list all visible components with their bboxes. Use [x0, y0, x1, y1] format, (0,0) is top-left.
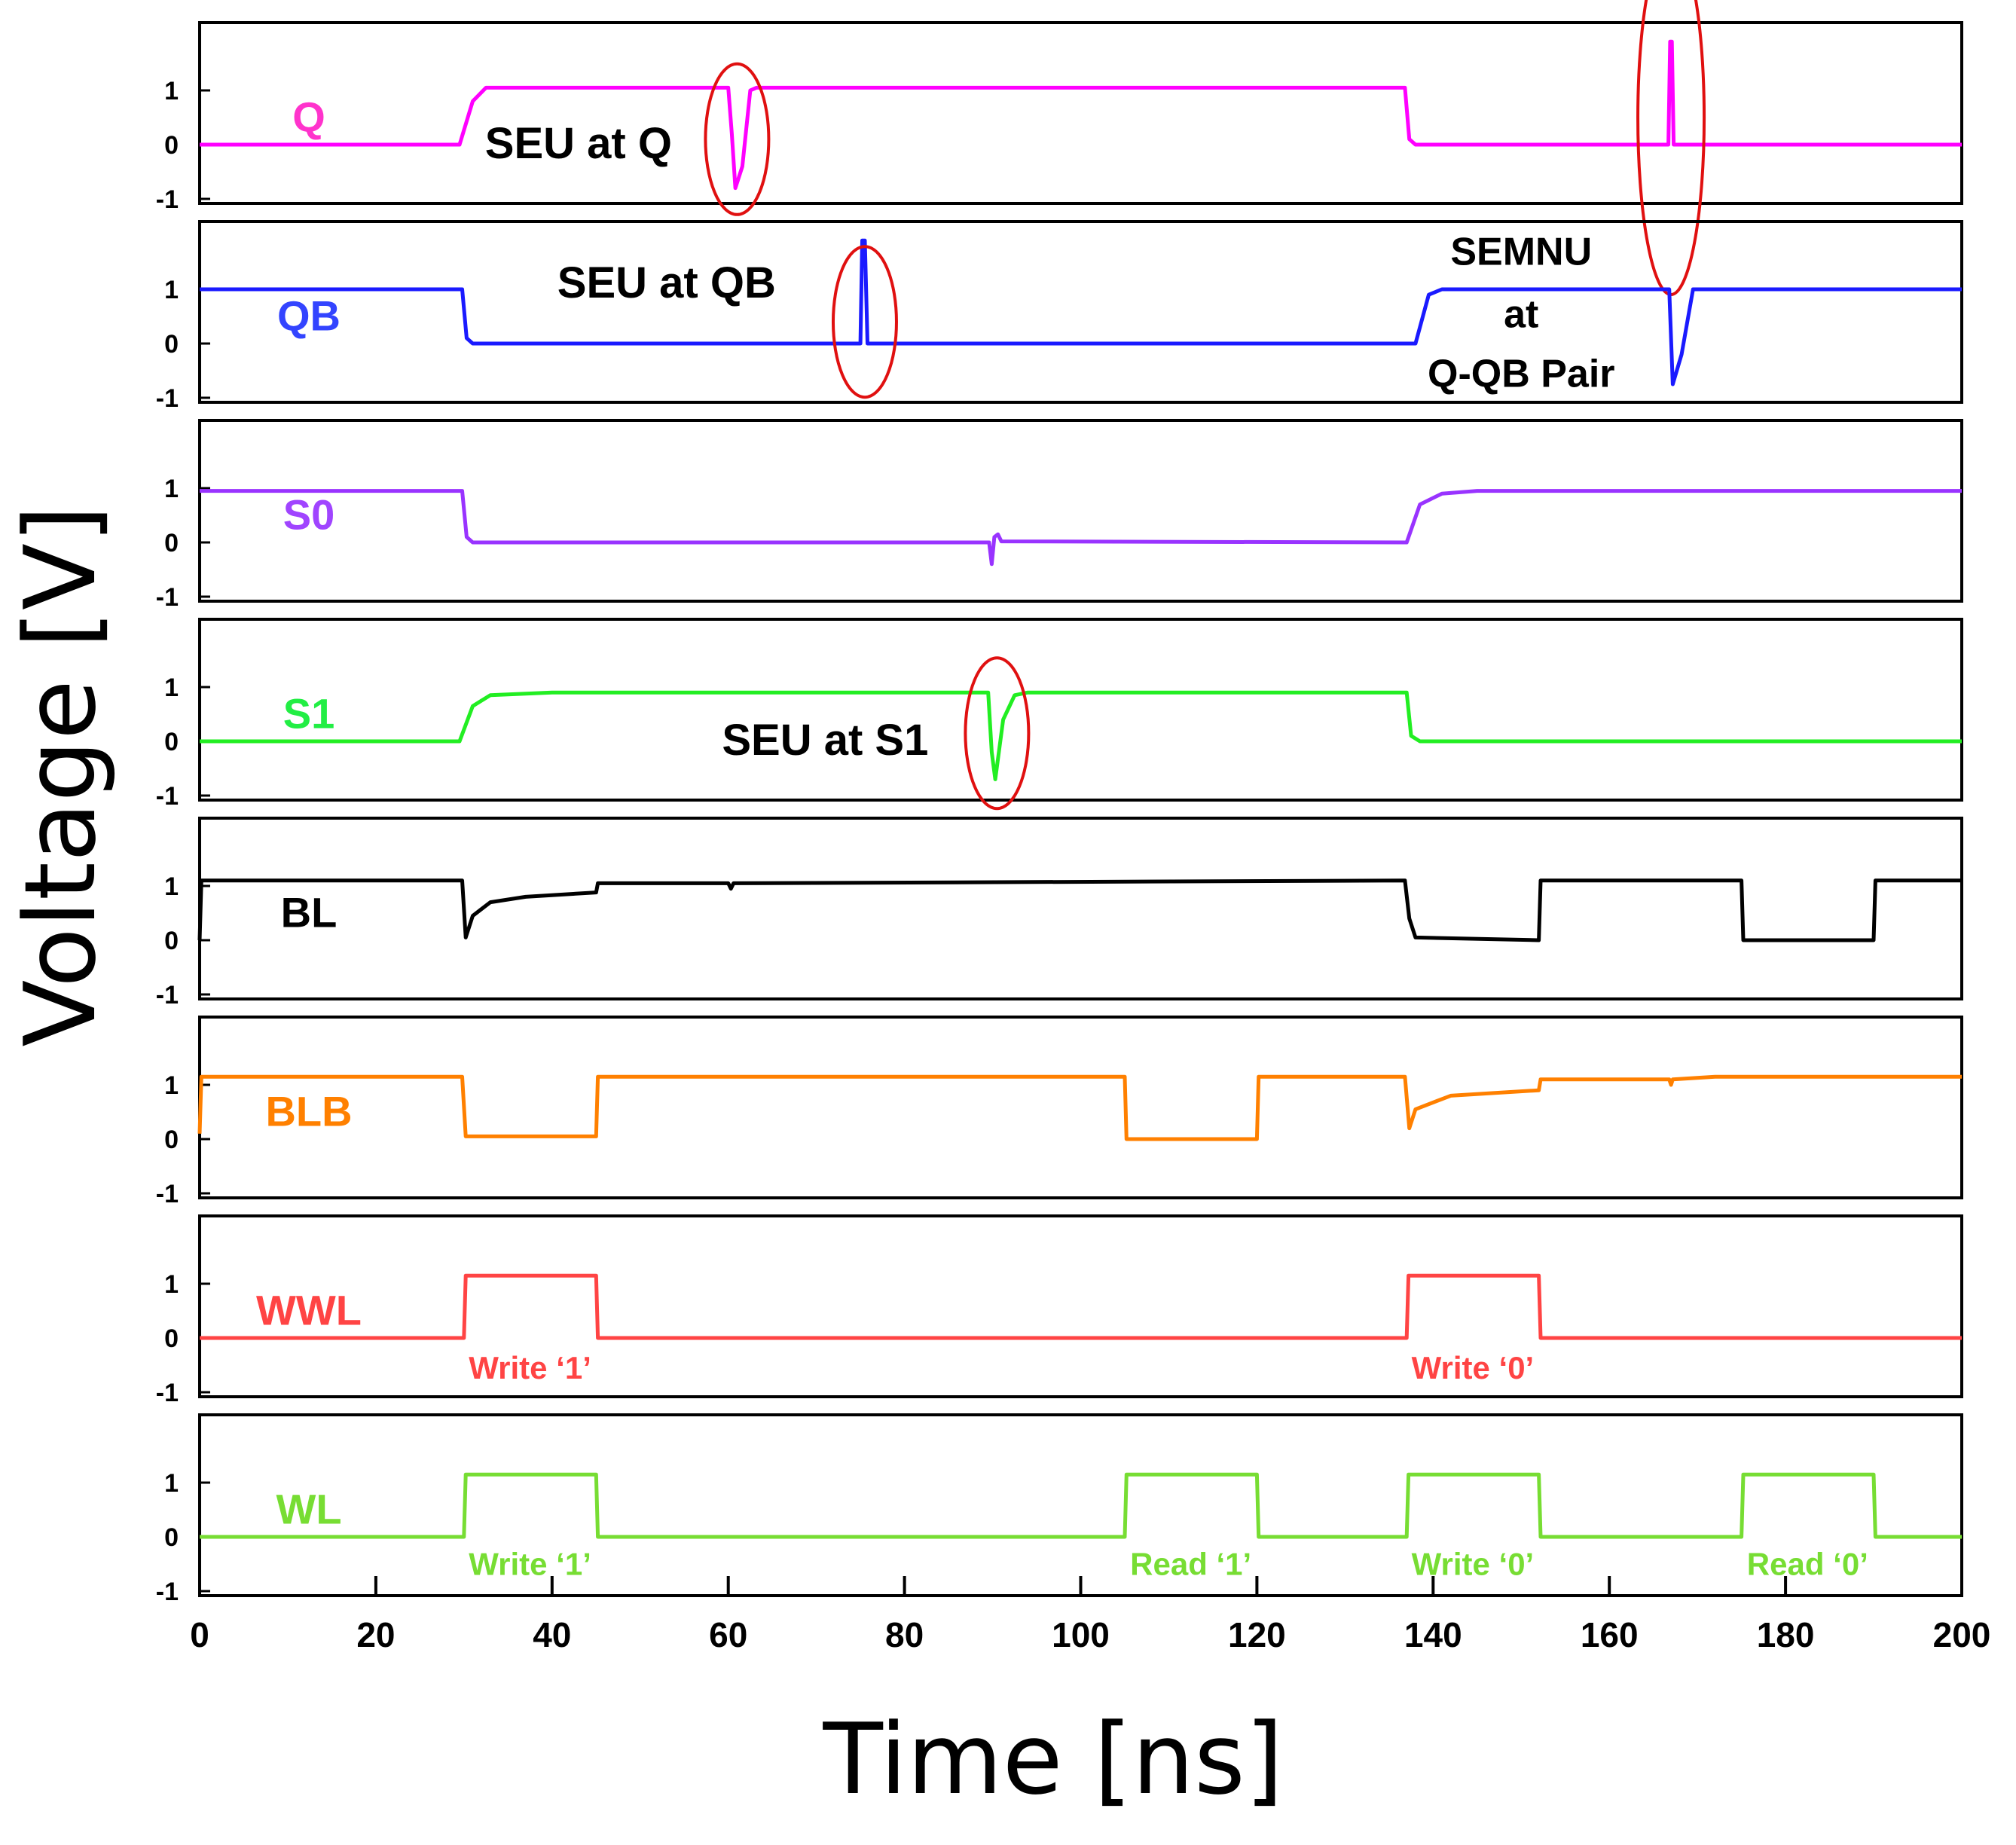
annotation-label: SEU at Q	[485, 119, 672, 168]
annotation-label: Write ‘1’	[469, 1350, 591, 1385]
panel-frame	[198, 220, 1963, 404]
y-axis-title: Voltage [V]	[3, 505, 118, 1046]
signal-label-q: Q	[292, 93, 325, 140]
panel-frame	[198, 419, 1963, 603]
panels-group: 1 0 -1 Q SEU at Q 1 0 -1 QB SEU at QB SEMNU at Q-QB …	[156, 0, 1963, 1606]
y-tick-label: 1	[164, 872, 179, 901]
series-line-qb	[200, 238, 1962, 386]
x-tick-label: 140	[1404, 1615, 1462, 1654]
series-line-wwl	[200, 1273, 1962, 1340]
panel-frame	[198, 1214, 1963, 1398]
series-line-s0	[200, 489, 1962, 567]
x-tick-label: 100	[1052, 1615, 1110, 1654]
panel-blb: 1 0 -1 BLB	[156, 1016, 1963, 1208]
panel-frame	[198, 21, 1963, 205]
y-tick-label: -1	[156, 981, 179, 1010]
y-tick-label: -1	[156, 782, 179, 811]
y-tick-label: 0	[164, 1523, 179, 1552]
annotation-label: Q-QB Pair	[1428, 353, 1615, 396]
y-tick-label: -1	[156, 1578, 179, 1606]
x-tick-label: 200	[1933, 1615, 1991, 1654]
signal-label-qb: QB	[277, 292, 341, 339]
annotation-label: at	[1504, 292, 1538, 336]
annotation-label: SEU at S1	[722, 716, 928, 765]
y-tick-label: 0	[164, 927, 179, 955]
x-axis-title: Time [ns]	[822, 1702, 1283, 1816]
annotation-label: Write ‘0’	[1412, 1546, 1535, 1581]
y-tick-label: 1	[164, 1270, 179, 1299]
series-line-q	[200, 39, 1962, 191]
x-tick-label: 180	[1757, 1615, 1815, 1654]
y-tick-label: 1	[164, 276, 179, 304]
x-tick-label: 20	[356, 1615, 395, 1654]
signal-label-s1: S1	[283, 689, 335, 737]
y-tick-label: 1	[164, 77, 179, 105]
y-tick-label: -1	[156, 185, 179, 214]
annotation-circle	[704, 62, 771, 216]
y-tick-label: -1	[156, 384, 179, 413]
panel-wl: 1 0 -1 WL Write ‘1’ Read ‘1’ Write ‘0’ Read ‘0’	[156, 1413, 1963, 1606]
y-tick-label: -1	[156, 583, 179, 612]
signal-label-wl: WL	[276, 1485, 341, 1532]
y-tick-label: 1	[164, 674, 179, 702]
annotation-label: SEU at QB	[557, 258, 776, 307]
panel-bl: 1 0 -1 BL	[156, 817, 1963, 1010]
y-tick-label: 0	[164, 1324, 179, 1353]
series-line-wl	[200, 1472, 1962, 1539]
y-tick-label: 0	[164, 330, 179, 359]
panel-frame	[198, 618, 1963, 802]
annotation-circle	[964, 656, 1031, 811]
y-tick-label: 1	[164, 475, 179, 503]
panel-qb: 1 0 -1 QB SEU at QB SEMNU at Q-QB Pair	[156, 220, 1963, 413]
panel-q: 1 0 -1 Q SEU at Q	[156, 0, 1963, 296]
annotation-label: Write ‘0’	[1412, 1350, 1535, 1385]
signal-label-bl: BL	[281, 888, 338, 936]
x-axis: 0 20 40 60 80 100 120 140 160 180 200	[190, 1576, 1990, 1654]
y-tick-label: -1	[156, 1180, 179, 1208]
y-tick-label: 0	[164, 131, 179, 160]
y-tick-label: 0	[164, 728, 179, 756]
panel-s1: 1 0 -1 S1 SEU at S1	[156, 618, 1963, 811]
y-tick-label: 1	[164, 1071, 179, 1100]
annotation-label: Read ‘1’	[1130, 1546, 1251, 1581]
x-tick-label: 80	[885, 1615, 924, 1654]
y-tick-label: 0	[164, 529, 179, 557]
series-line-blb	[197, 1074, 1962, 1141]
annotation-label: Read ‘0’	[1747, 1546, 1868, 1581]
series-line-s1	[200, 690, 1962, 781]
panel-wwl: 1 0 -1 WWL Write ‘1’ Write ‘0’	[156, 1214, 1963, 1407]
annotation-label: Write ‘1’	[469, 1546, 591, 1581]
x-tick-label: 0	[190, 1615, 209, 1654]
series-line-bl	[197, 878, 1962, 942]
x-tick-label: 160	[1581, 1615, 1639, 1654]
y-tick-label: 1	[164, 1469, 179, 1498]
y-tick-label: 0	[164, 1126, 179, 1154]
x-tick-label: 40	[533, 1615, 571, 1654]
x-tick-label: 120	[1228, 1615, 1286, 1654]
x-tick-label: 60	[709, 1615, 747, 1654]
y-tick-label: -1	[156, 1379, 179, 1407]
signal-label-blb: BLB	[265, 1087, 352, 1135]
annotation-label: SEMNU	[1450, 231, 1592, 274]
annotation-circle	[831, 245, 898, 399]
signal-label-wwl: WWL	[256, 1286, 362, 1333]
panel-s0: 1 0 -1 S0	[156, 419, 1963, 612]
signal-label-s0: S0	[283, 490, 335, 538]
